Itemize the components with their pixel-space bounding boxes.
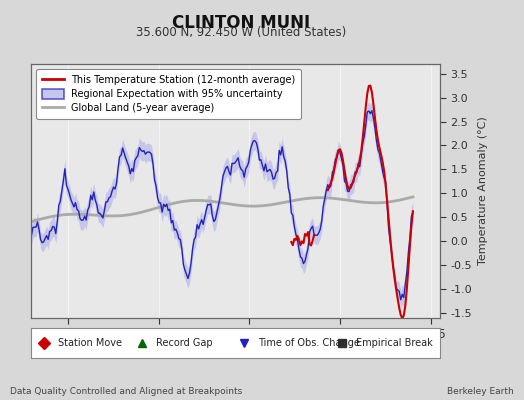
Text: Data Quality Controlled and Aligned at Breakpoints: Data Quality Controlled and Aligned at B… (10, 387, 243, 396)
Text: Empirical Break: Empirical Break (356, 338, 433, 348)
Text: Station Move: Station Move (58, 338, 122, 348)
Text: 35.600 N, 92.450 W (United States): 35.600 N, 92.450 W (United States) (136, 26, 346, 39)
Text: Time of Obs. Change: Time of Obs. Change (258, 338, 360, 348)
Y-axis label: Temperature Anomaly (°C): Temperature Anomaly (°C) (478, 117, 488, 265)
Text: Berkeley Earth: Berkeley Earth (447, 387, 514, 396)
Text: Record Gap: Record Gap (156, 338, 213, 348)
Legend: This Temperature Station (12-month average), Regional Expectation with 95% uncer: This Temperature Station (12-month avera… (36, 69, 301, 119)
Text: CLINTON MUNI: CLINTON MUNI (172, 14, 310, 32)
